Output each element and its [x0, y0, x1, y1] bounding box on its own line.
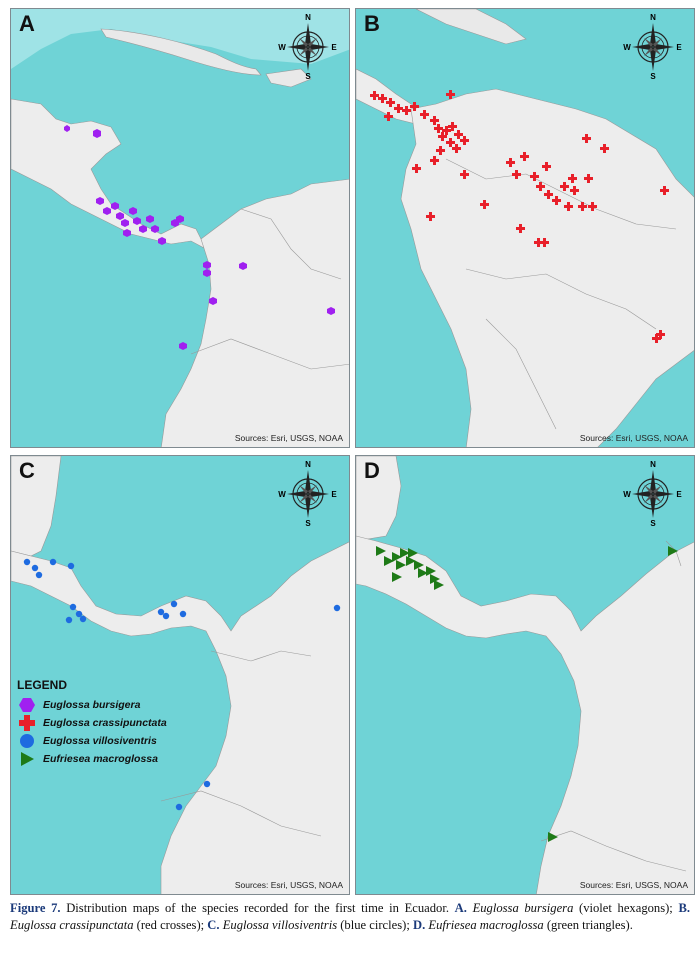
- sources-credit: Sources: Esri, USGS, NOAA: [579, 433, 688, 443]
- compass-e-label: E: [331, 490, 337, 499]
- map-b-base: [356, 9, 694, 447]
- legend-item-eufriesea-macroglossa: Eufriesea macroglossa: [17, 750, 217, 768]
- compass-s-label: S: [650, 72, 656, 81]
- map-panel-c: C N S E W LEGEND Euglossa bursigera Eugl…: [10, 455, 350, 895]
- map-panel-b: B N S E W Sources: Esri, USGS, NOAA: [355, 8, 695, 448]
- caption-c-species: Euglossa villosiventris: [222, 918, 338, 932]
- compass-n-label: N: [650, 460, 656, 469]
- compass-w-label: W: [623, 490, 631, 499]
- figure-label: Figure 7.: [10, 901, 61, 915]
- panel-letter-c: C: [19, 458, 35, 483]
- caption-c-label: C.: [207, 918, 220, 932]
- red-cross-icon: [17, 715, 37, 731]
- panel-letter-b: B: [364, 11, 380, 36]
- compass-s-label: S: [305, 72, 311, 81]
- caption-b-label: B.: [678, 901, 691, 915]
- compass-s-label: S: [305, 519, 311, 528]
- compass-w-label: W: [623, 43, 631, 52]
- map-c-base: [11, 456, 349, 894]
- panel-letter-d: D: [364, 458, 380, 483]
- caption-a-note: (violet hexagons);: [573, 901, 679, 915]
- compass-e-label: E: [331, 43, 337, 52]
- blue-circle-icon: [17, 733, 37, 749]
- compass-rose-icon: N S E W: [278, 460, 337, 528]
- caption-d-species: Eufriesea macroglossa: [428, 918, 544, 932]
- compass-w-label: W: [278, 490, 286, 499]
- legend-title: LEGEND: [17, 678, 68, 692]
- map-legend: LEGEND Euglossa bursigera Euglossa crass…: [17, 678, 217, 768]
- legend-label: Euglossa crassipunctata: [43, 717, 167, 729]
- map-panel-d: D N S E W Sources: Esri, USGS, NOAA: [355, 455, 695, 895]
- panel-letter-a: A: [19, 11, 35, 36]
- green-triangle-icon: [17, 751, 37, 767]
- sources-credit: Sources: Esri, USGS, NOAA: [579, 880, 688, 890]
- map-d-base: [356, 456, 694, 894]
- caption-text: Distribution maps of the species recorde…: [60, 901, 455, 915]
- caption-c-note: (blue circles);: [337, 918, 413, 932]
- compass-w-label: W: [278, 43, 286, 52]
- compass-rose-icon: N S E W: [623, 460, 682, 528]
- sources-credit: Sources: Esri, USGS, NOAA: [234, 880, 343, 890]
- sources-credit: Sources: Esri, USGS, NOAA: [234, 433, 343, 443]
- figure-caption: Figure 7. Distribution maps of the speci…: [10, 900, 690, 934]
- caption-b-note: (red crosses);: [133, 918, 208, 932]
- legend-item-euglossa-crassipunctata: Euglossa crassipunctata: [17, 714, 217, 732]
- caption-a-label: A.: [454, 901, 467, 915]
- caption-a-species: Euglossa bursigera: [472, 901, 574, 915]
- legend-label: Eufriesea macroglossa: [43, 753, 158, 765]
- violet-hexagon-icon: [17, 697, 37, 713]
- caption-b-species: Euglossa crassipunctata: [10, 918, 134, 932]
- legend-label: Euglossa bursigera: [43, 699, 141, 711]
- compass-rose-icon: N S E W: [623, 13, 682, 81]
- caption-d-label: D.: [412, 918, 426, 932]
- compass-rose-icon: N S E W: [278, 13, 337, 81]
- compass-e-label: E: [676, 490, 682, 499]
- compass-n-label: N: [650, 13, 656, 22]
- map-panel-a: A N S E W Sources: Esri, USGS, NOAA: [10, 8, 350, 448]
- legend-item-euglossa-bursigera: Euglossa bursigera: [17, 696, 217, 714]
- compass-s-label: S: [650, 519, 656, 528]
- caption-d-note: (green triangles).: [543, 918, 633, 932]
- compass-n-label: N: [305, 13, 311, 22]
- map-a-base: [11, 9, 349, 447]
- compass-e-label: E: [676, 43, 682, 52]
- legend-label: Euglossa villosiventris: [43, 735, 157, 747]
- compass-n-label: N: [305, 460, 311, 469]
- legend-item-euglossa-villosiventris: Euglossa villosiventris: [17, 732, 217, 750]
